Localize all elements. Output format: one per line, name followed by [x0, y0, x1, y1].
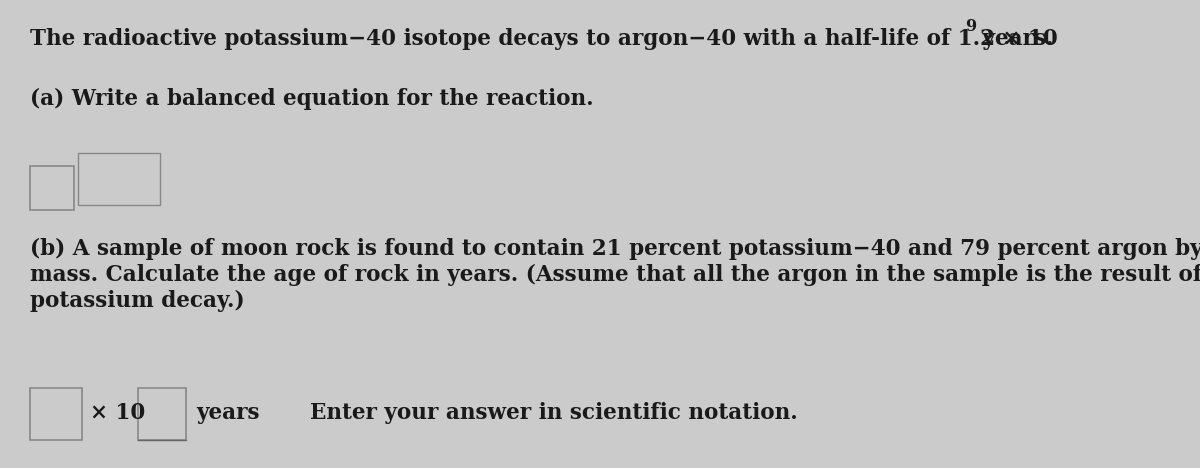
Text: years: years — [196, 402, 259, 424]
FancyBboxPatch shape — [30, 166, 74, 210]
Text: Enter your answer in scientific notation.: Enter your answer in scientific notation… — [310, 402, 798, 424]
Text: (a) Write a balanced equation for the reaction.: (a) Write a balanced equation for the re… — [30, 88, 594, 110]
FancyBboxPatch shape — [78, 153, 160, 205]
Text: 9: 9 — [965, 18, 976, 35]
Text: potassium decay.): potassium decay.) — [30, 290, 245, 312]
FancyBboxPatch shape — [30, 388, 82, 440]
Text: The radioactive potassium−40 isotope decays to argon−40 with a half-life of 1.2 : The radioactive potassium−40 isotope dec… — [30, 28, 1057, 50]
Text: years.: years. — [974, 28, 1054, 50]
Text: mass. Calculate the age of rock in years. (Assume that all the argon in the samp: mass. Calculate the age of rock in years… — [30, 264, 1200, 286]
Text: (b) A sample of moon rock is found to contain 21 percent potassium−40 and 79 per: (b) A sample of moon rock is found to co… — [30, 238, 1200, 260]
Text: × 10: × 10 — [90, 402, 145, 424]
FancyBboxPatch shape — [138, 388, 186, 440]
